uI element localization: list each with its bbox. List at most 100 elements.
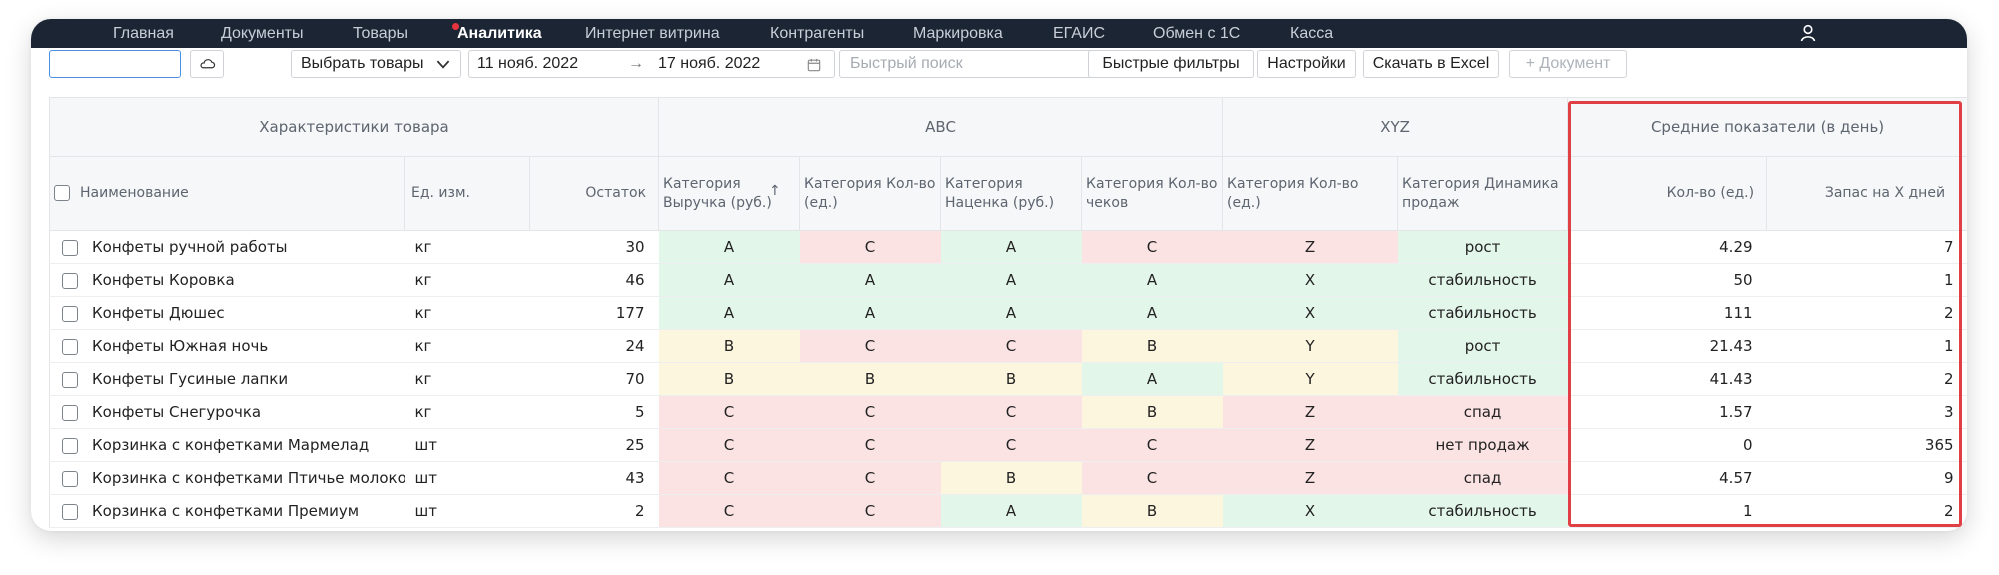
calendar-icon[interactable]	[807, 58, 821, 72]
abc-qty-cell: A	[799, 296, 941, 330]
stock-cell: 177	[529, 296, 659, 330]
xyz-qty-cell: Y	[1222, 329, 1398, 363]
analytics-table: Характеристики товара ABC XYZ Средние по…	[49, 97, 1967, 528]
row-checkbox[interactable]	[62, 371, 78, 388]
notification-dot	[452, 23, 459, 30]
user-icon[interactable]	[1798, 23, 1818, 43]
unit-cell: кг	[404, 395, 530, 429]
cloud-button[interactable]	[190, 50, 224, 78]
row-checkbox[interactable]	[62, 437, 78, 454]
row-checkbox[interactable]	[62, 305, 78, 322]
column-header-avg-stock-days[interactable]: Запас на X дней	[1766, 156, 1967, 231]
avg-stock-days-cell: 3	[1766, 395, 1967, 429]
product-name: Конфеты Гусиные лапки	[92, 370, 289, 388]
xyz-dynamics-cell: спад	[1397, 395, 1568, 429]
nav-item-analytics[interactable]: Аналитика	[457, 25, 542, 42]
search-field[interactable]	[49, 50, 181, 78]
avg-stock-days-cell: 1	[1766, 329, 1967, 363]
column-header-xyz-dynamics[interactable]: Категория Динамика продаж	[1397, 156, 1569, 231]
row-checkbox[interactable]	[62, 239, 78, 256]
nav-item-cash[interactable]: Касса	[1290, 25, 1334, 42]
column-header-xyz-qty[interactable]: Категория Кол-во (ед.)	[1222, 156, 1399, 231]
xyz-dynamics-cell: рост	[1397, 230, 1568, 264]
add-document-button[interactable]: + Документ	[1509, 50, 1627, 78]
avg-qty-cell: 1	[1567, 494, 1767, 528]
xyz-dynamics-cell: стабильность	[1397, 296, 1568, 330]
column-header-stock[interactable]: Остаток	[529, 156, 660, 231]
abc-markup-cell: A	[940, 494, 1082, 528]
product-name-cell: Конфеты ручной работы	[49, 230, 405, 264]
avg-qty-cell: 111	[1567, 296, 1767, 330]
nav-item-goods[interactable]: Товары	[353, 25, 409, 42]
product-name-cell: Конфеты Дюшес	[49, 296, 405, 330]
stock-cell: 30	[529, 230, 659, 264]
avg-stock-days-cell: 9	[1766, 461, 1967, 495]
xyz-qty-cell: X	[1222, 296, 1398, 330]
unit-cell: кг	[404, 230, 530, 264]
abc-markup-cell: C	[940, 329, 1082, 363]
abc-revenue-cell: C	[658, 428, 800, 462]
nav-item-marking[interactable]: Маркировка	[913, 25, 1003, 42]
abc-qty-cell: C	[799, 461, 941, 495]
xyz-qty-cell: Z	[1222, 395, 1398, 429]
avg-qty-cell: 4.29	[1567, 230, 1767, 264]
select-goods-label: Выбрать товары	[301, 55, 424, 72]
abc-markup-cell: A	[940, 230, 1082, 264]
column-header-abc-markup[interactable]: Категория Наценка (руб.)	[940, 156, 1083, 231]
row-checkbox[interactable]	[62, 404, 78, 421]
product-name: Конфеты Южная ночь	[92, 337, 269, 355]
stock-cell: 5	[529, 395, 659, 429]
nav-item-main[interactable]: Главная	[113, 25, 174, 42]
select-all-checkbox[interactable]	[54, 185, 70, 201]
nav-item-documents[interactable]: Документы	[221, 25, 304, 42]
column-header-name-label: Наименование	[80, 185, 189, 201]
xyz-dynamics-cell: стабильность	[1397, 362, 1568, 396]
sort-ascending-icon[interactable]: ↑	[769, 182, 781, 199]
avg-qty-cell: 1.57	[1567, 395, 1767, 429]
column-header-name[interactable]: Наименование	[49, 156, 405, 231]
group-header-characteristics: Характеристики товара	[49, 97, 660, 157]
abc-checks-cell: A	[1081, 296, 1223, 330]
date-to: 17 нояб. 2022	[658, 55, 761, 72]
stock-cell: 70	[529, 362, 659, 396]
xyz-qty-cell: Z	[1222, 230, 1398, 264]
column-header-abc-revenue[interactable]: Категория Выручка (руб.)↑	[658, 156, 801, 231]
download-excel-button[interactable]: Скачать в Excel	[1363, 50, 1499, 78]
column-header-abc-qty[interactable]: Категория Кол-во (ед.)	[799, 156, 942, 231]
nav-item-1c-exchange[interactable]: Обмен с 1С	[1153, 25, 1241, 42]
nav-item-contractors[interactable]: Контрагенты	[770, 25, 865, 42]
settings-button[interactable]: Настройки	[1257, 50, 1356, 78]
avg-stock-days-cell: 2	[1766, 494, 1967, 528]
stock-cell: 24	[529, 329, 659, 363]
table-row[interactable]: Корзинка с конфетками Птичье молоко шт 43 C…	[49, 461, 1967, 495]
unit-cell: кг	[404, 263, 530, 297]
abc-checks-cell: C	[1081, 230, 1223, 264]
abc-revenue-cell: B	[658, 329, 800, 363]
avg-qty-cell: 0	[1567, 428, 1767, 462]
column-header-avg-qty[interactable]: Кол-во (ед.)	[1567, 156, 1768, 231]
row-checkbox[interactable]	[62, 470, 78, 487]
xyz-dynamics-cell: стабильность	[1397, 494, 1568, 528]
nav-item-webstore[interactable]: Интернет витрина	[585, 25, 720, 42]
abc-checks-cell: B	[1081, 329, 1223, 363]
xyz-qty-cell: Y	[1222, 362, 1398, 396]
row-checkbox[interactable]	[62, 272, 78, 289]
quick-filters-button[interactable]: Быстрые фильтры	[1088, 50, 1254, 78]
abc-markup-cell: B	[940, 362, 1082, 396]
row-checkbox[interactable]	[62, 503, 78, 520]
row-checkbox[interactable]	[62, 338, 78, 355]
nav-item-egais[interactable]: ЕГАИС	[1053, 25, 1105, 42]
column-header-abc-checks[interactable]: Категория Кол-во чеков	[1081, 156, 1224, 231]
date-range-picker[interactable]: 11 нояб. 2022 → 17 нояб. 2022	[468, 50, 835, 78]
select-goods-dropdown[interactable]: Выбрать товары	[291, 50, 461, 78]
column-header-unit[interactable]: Ед. изм.	[404, 156, 530, 231]
quick-search-input[interactable]: Быстрый поиск	[839, 50, 1110, 78]
